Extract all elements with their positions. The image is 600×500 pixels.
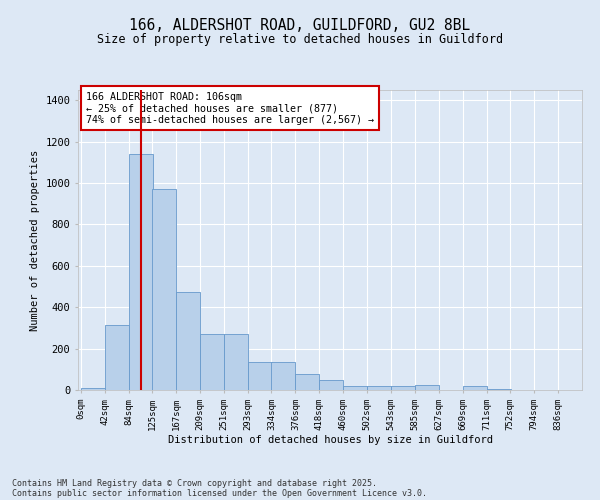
Text: 166, ALDERSHOT ROAD, GUILDFORD, GU2 8BL: 166, ALDERSHOT ROAD, GUILDFORD, GU2 8BL [130,18,470,32]
Bar [271,362,295,390]
Bar [391,386,415,390]
Bar [367,386,391,390]
Bar [415,386,439,390]
Text: Contains public sector information licensed under the Open Government Licence v3: Contains public sector information licen… [12,488,427,498]
Bar [295,374,319,390]
Bar [343,386,367,390]
Bar [105,325,129,390]
Bar [224,334,248,390]
Bar [176,292,200,390]
Bar [152,190,176,390]
Bar [487,389,511,390]
Bar [129,154,153,390]
Y-axis label: Number of detached properties: Number of detached properties [30,150,40,330]
Bar [319,380,343,390]
Bar [248,362,272,390]
Text: Size of property relative to detached houses in Guildford: Size of property relative to detached ho… [97,32,503,46]
X-axis label: Distribution of detached houses by size in Guildford: Distribution of detached houses by size … [167,436,493,446]
Bar [200,334,224,390]
Text: 166 ALDERSHOT ROAD: 106sqm
← 25% of detached houses are smaller (877)
74% of sem: 166 ALDERSHOT ROAD: 106sqm ← 25% of deta… [86,92,374,124]
Bar [81,388,105,390]
Bar [463,386,487,390]
Text: Contains HM Land Registry data © Crown copyright and database right 2025.: Contains HM Land Registry data © Crown c… [12,478,377,488]
